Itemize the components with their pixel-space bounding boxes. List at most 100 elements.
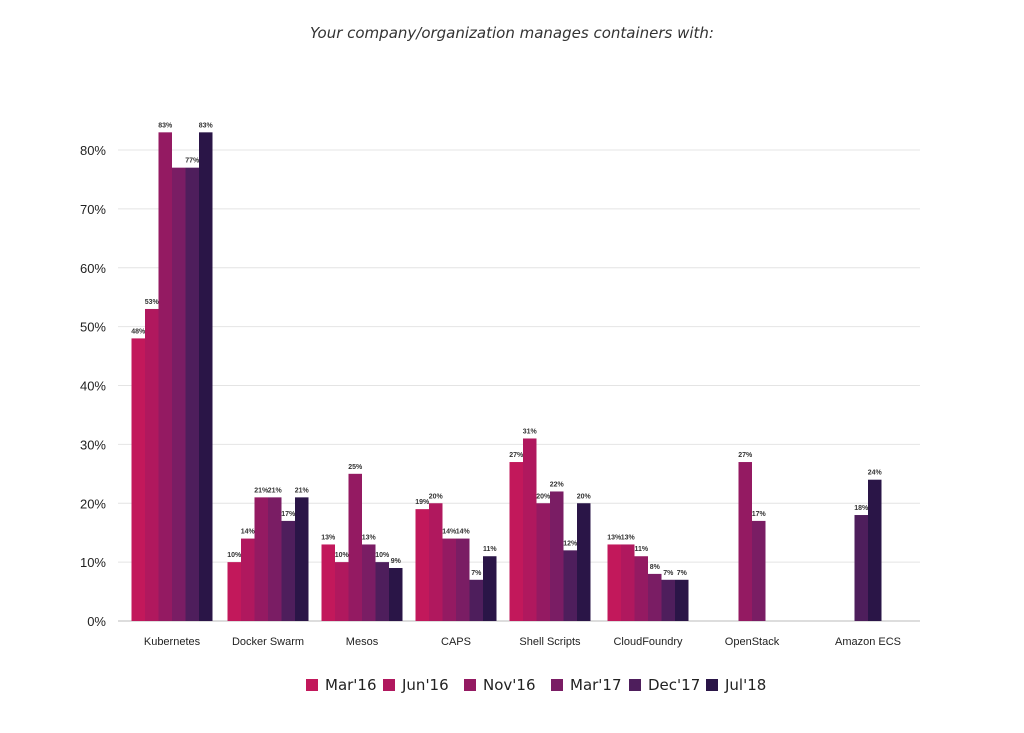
data-label: 14% [442, 529, 457, 536]
data-label: 20% [577, 493, 592, 500]
legend-label: Nov'16 [483, 676, 536, 694]
data-label: 13% [607, 534, 622, 541]
x-axis-categories: Kubernetes Docker Swarm Mesos CAPS Shell Scr… [144, 636, 901, 648]
bar [621, 544, 635, 621]
bar [295, 497, 309, 621]
legend-swatch [464, 679, 476, 691]
data-label: 31% [523, 428, 538, 435]
bar [469, 579, 483, 621]
data-label: 13% [362, 534, 377, 541]
data-label: 11% [634, 546, 648, 553]
legend-swatch [306, 679, 318, 691]
data-label: 27% [509, 452, 524, 459]
bar [868, 479, 882, 621]
data-label: 14% [241, 529, 256, 536]
data-label: 9% [391, 558, 402, 565]
data-label: 8% [650, 564, 661, 571]
data-labels: 48%53%83%77%83%10%14%21% 21%17%21%13%10%2… [131, 122, 882, 576]
data-label: 13% [621, 534, 636, 541]
bar [661, 579, 675, 621]
bar [456, 538, 470, 621]
data-label: 25% [348, 464, 363, 471]
legend: Mar'16 Jun'16 Nov'16 Mar'17 Dec'17 Jul'18 [306, 676, 766, 694]
legend-swatch [706, 679, 718, 691]
data-label: 83% [199, 122, 214, 129]
bar [563, 550, 577, 621]
data-label: 18% [854, 505, 869, 512]
legend-swatch [551, 679, 563, 691]
data-label: 21% [268, 487, 283, 494]
bar [321, 544, 335, 621]
legend-label: Jun'16 [401, 676, 449, 694]
y-tick-label: 0% [87, 614, 106, 629]
y-tick-label: 60% [80, 261, 106, 276]
data-label: 21% [254, 487, 269, 494]
chart-title: Your company/organization manages contai… [310, 24, 714, 42]
y-tick-label: 80% [80, 143, 106, 158]
bar [145, 308, 159, 621]
bar [415, 509, 429, 621]
x-category-label: Kubernetes [144, 636, 201, 648]
y-tick-label: 70% [80, 202, 106, 217]
x-category-label: Mesos [346, 636, 379, 648]
data-label: 17% [281, 511, 296, 518]
bar [172, 167, 186, 621]
data-label: 10% [375, 552, 390, 559]
data-label: 10% [335, 552, 350, 559]
x-category-label: OpenStack [725, 636, 780, 648]
bar [131, 338, 145, 621]
bar [483, 556, 497, 621]
bars [131, 132, 882, 621]
data-label: 24% [868, 470, 883, 477]
data-label: 14% [456, 529, 471, 536]
bar [227, 562, 241, 621]
x-category-label: CloudFoundry [613, 636, 683, 648]
bar [429, 503, 443, 621]
bar [607, 544, 621, 621]
data-label: 19% [415, 499, 430, 506]
legend-label: Mar'17 [570, 676, 622, 694]
bar [536, 503, 550, 621]
data-label: 7% [471, 570, 482, 577]
bar [442, 538, 456, 621]
bar [550, 491, 564, 621]
y-tick-label: 20% [80, 496, 106, 511]
y-tick-label: 50% [80, 320, 106, 335]
bar [389, 568, 403, 621]
bar [509, 462, 523, 621]
bar [738, 462, 752, 621]
data-label: 21% [295, 487, 310, 494]
bar [268, 497, 282, 621]
bar [854, 515, 868, 621]
data-label: 22% [550, 481, 565, 488]
data-label: 12% [563, 540, 578, 547]
bar [158, 132, 172, 621]
bar [362, 544, 376, 621]
legend-label: Dec'17 [648, 676, 700, 694]
data-label: 7% [677, 570, 688, 577]
bar [752, 520, 766, 621]
bar [254, 497, 268, 621]
data-label: 20% [536, 493, 551, 500]
bar [577, 503, 591, 621]
data-label: 11% [483, 546, 497, 553]
bar [185, 167, 199, 621]
data-label: 83% [158, 122, 173, 129]
data-label: 17% [752, 511, 767, 518]
bar [335, 562, 349, 621]
bar [281, 520, 295, 621]
data-label: 77% [185, 158, 200, 165]
x-category-label: CAPS [441, 636, 471, 648]
data-label: 13% [321, 534, 336, 541]
y-tick-label: 30% [80, 437, 106, 452]
data-label: 10% [227, 552, 242, 559]
y-tick-label: 40% [80, 379, 106, 394]
legend-swatch [629, 679, 641, 691]
bar [199, 132, 213, 621]
x-category-label: Amazon ECS [835, 636, 901, 648]
bar [648, 573, 662, 621]
data-label: 53% [145, 299, 160, 306]
data-label: 27% [738, 452, 753, 459]
y-tick-label: 10% [80, 555, 106, 570]
